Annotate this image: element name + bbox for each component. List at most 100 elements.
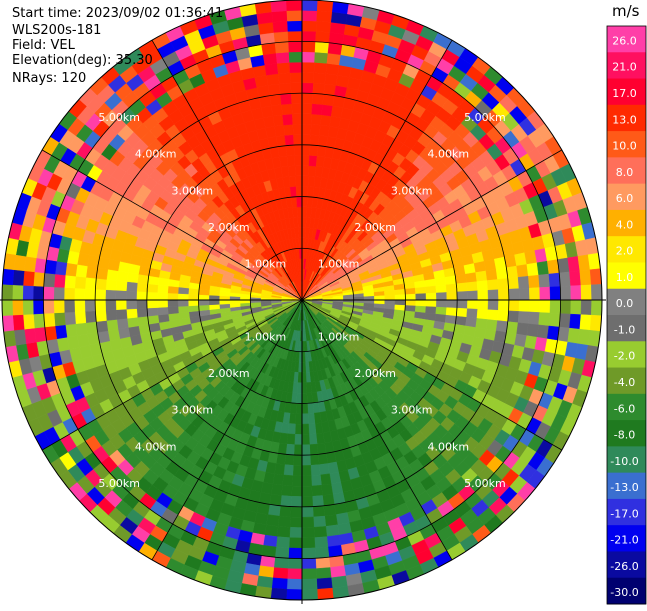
velocity-gate xyxy=(293,217,299,229)
velocity-gate xyxy=(270,587,288,600)
velocity-gate xyxy=(309,454,320,466)
velocity-gate xyxy=(84,288,96,301)
velocity-gate xyxy=(309,134,320,146)
range-ring-label: 4.00km xyxy=(428,440,470,453)
velocity-gate xyxy=(188,305,200,313)
velocity-gate xyxy=(315,567,332,580)
velocity-gate xyxy=(286,0,303,11)
velocity-gate xyxy=(308,423,317,435)
velocity-gate xyxy=(301,144,311,156)
velocity-gate xyxy=(560,299,572,315)
velocity-gate xyxy=(436,299,448,308)
velocity-gate xyxy=(125,290,137,301)
velocity-gate xyxy=(314,422,324,434)
velocity-gate xyxy=(106,269,119,281)
velocity-gate xyxy=(312,495,324,507)
colorbar-tick-label: 10.0 xyxy=(612,140,637,153)
velocity-gate xyxy=(275,51,290,64)
velocity-gate xyxy=(272,114,284,127)
velocity-gate xyxy=(308,155,318,167)
colorbar-tick-label: -10.0 xyxy=(610,455,638,468)
velocity-gate xyxy=(265,126,277,139)
velocity-gate xyxy=(324,73,338,86)
colorbar-tick-label: 1.0 xyxy=(616,271,634,284)
range-ring-label: 3.00km xyxy=(391,404,433,417)
velocity-gate xyxy=(22,299,34,315)
velocity-gate xyxy=(384,290,396,296)
velocity-gate xyxy=(267,504,281,517)
velocity-gate xyxy=(95,278,107,290)
velocity-gate xyxy=(287,568,303,580)
velocity-gate xyxy=(115,299,127,310)
velocity-gate xyxy=(74,311,87,325)
velocity-gate xyxy=(425,285,437,294)
velocity-gate xyxy=(287,20,303,32)
velocity-gate xyxy=(271,483,283,496)
range-ring-label: 5.00km xyxy=(464,477,506,490)
velocity-gate xyxy=(74,287,86,301)
velocity-gate xyxy=(292,113,303,125)
velocity-gate xyxy=(96,320,109,333)
velocity-gate xyxy=(506,265,519,279)
velocity-gate xyxy=(167,285,179,294)
range-ring-label: 4.00km xyxy=(428,148,470,161)
velocity-gate xyxy=(43,312,56,328)
velocity-gate xyxy=(295,403,303,414)
velocity-gate xyxy=(288,537,303,549)
velocity-gate xyxy=(157,284,169,294)
velocity-gate xyxy=(284,134,295,146)
velocity-gate xyxy=(297,227,303,239)
velocity-gate xyxy=(296,196,303,208)
velocity-gate xyxy=(126,317,139,328)
velocity-gate xyxy=(301,92,314,104)
velocity-gate xyxy=(486,309,499,321)
colorbar-swatch xyxy=(607,341,646,369)
colorbar-tick-label: -2.0 xyxy=(614,350,635,363)
velocity-gate xyxy=(516,322,529,336)
velocity-gate xyxy=(290,92,303,104)
velocity-gate xyxy=(301,382,308,394)
colorbar-tick-label: 13.0 xyxy=(612,113,637,126)
velocity-gate xyxy=(2,268,15,286)
velocity-gate xyxy=(136,307,148,318)
velocity-gate xyxy=(580,284,592,301)
velocity-gate xyxy=(262,534,278,548)
velocity-gate xyxy=(177,299,189,307)
azimuth-spoke xyxy=(301,299,563,451)
velocity-gate xyxy=(288,547,303,559)
velocity-gate xyxy=(65,323,78,338)
velocity-gate xyxy=(266,514,280,527)
velocity-gate xyxy=(498,288,510,301)
velocity-gate xyxy=(425,299,437,308)
velocity-gate xyxy=(276,526,291,538)
velocity-gate xyxy=(84,277,97,290)
velocity-gate xyxy=(308,433,318,445)
velocity-gate xyxy=(323,83,337,96)
velocity-gate xyxy=(301,454,311,466)
velocity-gate xyxy=(12,269,25,286)
velocity-gate xyxy=(579,314,592,331)
velocity-gate xyxy=(274,41,290,54)
velocity-gate xyxy=(306,382,312,394)
velocity-gate xyxy=(116,318,129,330)
velocity-gate xyxy=(156,299,168,308)
velocity-gate xyxy=(219,303,231,309)
velocity-gate xyxy=(589,268,602,286)
range-ring-label: 5.00km xyxy=(98,477,140,490)
velocity-gate xyxy=(324,514,338,527)
velocity-gate xyxy=(526,262,539,277)
velocity-gate xyxy=(105,289,117,301)
field-label: Field: VEL xyxy=(12,38,75,53)
velocity-gate xyxy=(286,155,296,167)
velocity-gate xyxy=(301,134,311,146)
velocity-gate xyxy=(404,287,416,295)
velocity-gate xyxy=(188,299,199,307)
velocity-gate xyxy=(289,61,303,73)
velocity-gate xyxy=(517,275,530,289)
velocity-gate xyxy=(12,314,25,331)
velocity-gate xyxy=(296,392,303,404)
velocity-gate xyxy=(279,505,292,518)
colorbar-swatch xyxy=(607,577,646,605)
velocity-gate xyxy=(274,124,285,137)
range-ring-label: 3.00km xyxy=(171,184,213,197)
